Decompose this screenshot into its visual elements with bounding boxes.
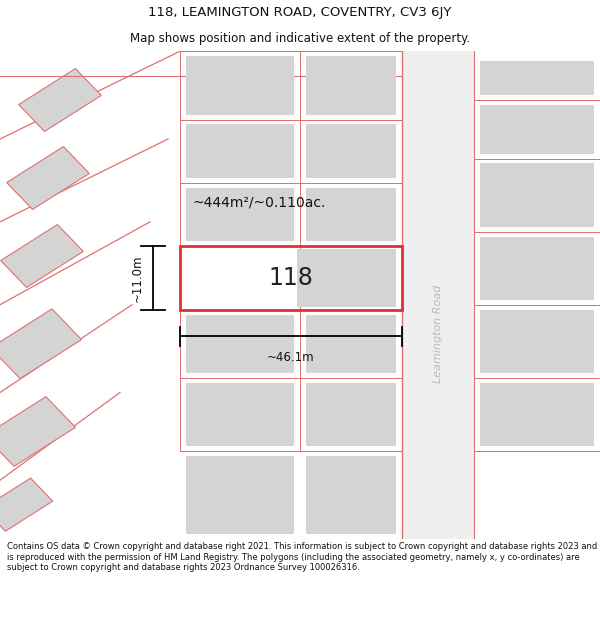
- Polygon shape: [0, 397, 76, 466]
- Text: Contains OS data © Crown copyright and database right 2021. This information is : Contains OS data © Crown copyright and d…: [7, 542, 598, 572]
- Bar: [402, 51, 474, 539]
- Bar: [480, 382, 594, 446]
- Bar: [306, 314, 396, 373]
- Text: 118: 118: [269, 266, 313, 290]
- Bar: [186, 314, 294, 373]
- Polygon shape: [1, 224, 83, 288]
- Bar: [480, 163, 594, 227]
- Bar: [186, 56, 294, 114]
- Bar: [186, 188, 294, 241]
- Bar: [480, 61, 594, 95]
- Bar: [297, 249, 396, 307]
- Bar: [186, 124, 294, 178]
- Text: Leamington Road: Leamington Road: [433, 285, 443, 383]
- Text: ~11.0m: ~11.0m: [131, 254, 144, 302]
- Bar: [180, 246, 402, 309]
- Text: ~444m²/~0.110ac.: ~444m²/~0.110ac.: [192, 196, 325, 209]
- Bar: [480, 105, 594, 154]
- Bar: [186, 382, 294, 446]
- Bar: [306, 56, 396, 114]
- Bar: [306, 382, 396, 446]
- Polygon shape: [19, 69, 101, 131]
- Text: 118, LEAMINGTON ROAD, COVENTRY, CV3 6JY: 118, LEAMINGTON ROAD, COVENTRY, CV3 6JY: [148, 6, 452, 19]
- Text: ~46.1m: ~46.1m: [267, 351, 315, 364]
- Polygon shape: [0, 478, 53, 531]
- Bar: [480, 309, 594, 373]
- Bar: [480, 236, 594, 300]
- Bar: [306, 456, 396, 534]
- Text: Map shows position and indicative extent of the property.: Map shows position and indicative extent…: [130, 32, 470, 45]
- Bar: [186, 456, 294, 534]
- Polygon shape: [7, 146, 89, 209]
- Polygon shape: [0, 309, 82, 379]
- Bar: [306, 188, 396, 241]
- Bar: [306, 124, 396, 178]
